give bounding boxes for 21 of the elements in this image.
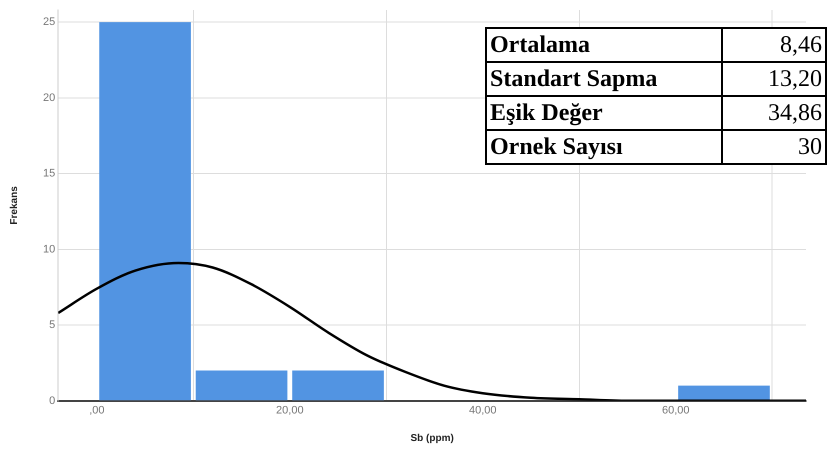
annotation: Ornek Sayısı xyxy=(486,130,722,164)
annotation: Ortalama xyxy=(486,28,722,62)
y-tick-label: 5 xyxy=(49,319,56,332)
y-axis-title: Frekans xyxy=(8,186,20,225)
annotation: 30 xyxy=(722,130,826,164)
annotation: Eşik Değer xyxy=(486,96,722,130)
x-tick-label: 20,00 xyxy=(276,404,304,416)
line-series xyxy=(58,262,806,401)
x-tick-label: 60,00 xyxy=(662,404,690,416)
annotation: Standart Sapma xyxy=(486,62,722,96)
y-tick-label: 0 xyxy=(49,394,56,407)
y-tick-label: 15 xyxy=(42,168,56,180)
y-tick-label: 25 xyxy=(42,16,56,28)
annotation: 13,20 xyxy=(722,62,826,96)
y-tick-label: 10 xyxy=(42,243,56,256)
x-axis-title: Sb (ppm) xyxy=(410,432,454,444)
annotation: 34,86 xyxy=(722,96,826,130)
x-tick-label: 40,00 xyxy=(469,404,497,416)
y-tick-label: 20 xyxy=(42,92,56,104)
x-tick-label: ,00 xyxy=(89,404,104,416)
annotation: 8,46 xyxy=(722,28,826,62)
